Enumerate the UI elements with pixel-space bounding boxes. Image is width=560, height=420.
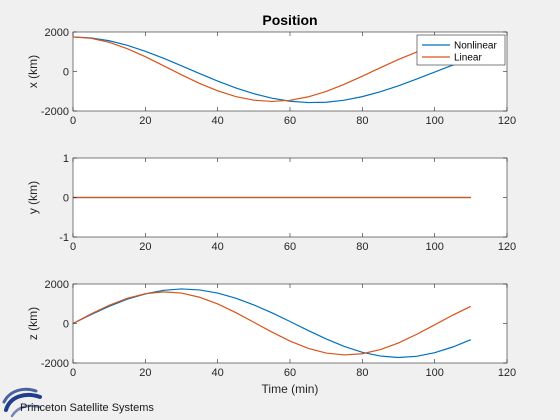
x-tick-label: 60 xyxy=(284,115,296,127)
series-line-linear xyxy=(72,291,472,356)
y-axis-label: x (km) xyxy=(26,55,40,88)
x-tick-label: 20 xyxy=(139,367,151,379)
y-tick-label: 0 xyxy=(63,193,69,205)
x-tick-label: 40 xyxy=(212,241,224,253)
y-tick-label: -1 xyxy=(59,232,69,244)
x-tick-label: 0 xyxy=(70,115,76,127)
y-tick-label: -2000 xyxy=(41,358,69,370)
x-tick-label: 100 xyxy=(425,367,443,379)
x-tick-label: 60 xyxy=(284,241,296,253)
x-tick-label: 0 xyxy=(70,241,76,253)
x-tick-label: 80 xyxy=(356,367,368,379)
x-tick-label: 120 xyxy=(498,241,516,253)
legend-entry-nonlinear: Nonlinear xyxy=(454,41,497,52)
pss-swoosh-icon xyxy=(2,387,42,418)
x-tick-label: 100 xyxy=(425,241,443,253)
y-tick-label: 2000 xyxy=(45,279,69,291)
x-tick-label: 20 xyxy=(139,115,151,127)
y-tick-label: 2000 xyxy=(45,27,69,39)
y-tick-label: 0 xyxy=(63,67,69,79)
x-tick-label: 40 xyxy=(212,367,224,379)
plot-area xyxy=(73,284,507,363)
x-tick-label: 60 xyxy=(284,367,296,379)
x-tick-label: 120 xyxy=(498,367,516,379)
chart-title: Position xyxy=(262,12,317,28)
legend-entry-linear: Linear xyxy=(454,53,482,64)
x-tick-label: 40 xyxy=(212,115,224,127)
x-tick-label: 20 xyxy=(139,241,151,253)
x-tick-label: 100 xyxy=(425,115,443,127)
x-axis-label: Time (min) xyxy=(262,382,319,396)
legend-box xyxy=(416,34,506,66)
footer-logo-text: Princeton Satellite Systems xyxy=(20,402,154,414)
x-tick-label: 80 xyxy=(356,115,368,127)
x-tick-label: 80 xyxy=(356,241,368,253)
series-line-linear xyxy=(72,36,471,103)
footer-logo: Princeton Satellite Systems xyxy=(2,387,154,418)
x-tick-label: 120 xyxy=(498,115,516,127)
y-axis-label: z (km) xyxy=(26,307,40,340)
y-tick-label: -2000 xyxy=(41,106,69,118)
y-axis-label: y (km) xyxy=(26,181,40,214)
y-tick-label: 1 xyxy=(63,153,69,165)
x-tick-label: 0 xyxy=(70,367,76,379)
y-tick-label: 0 xyxy=(63,319,69,331)
series-line-nonlinear xyxy=(72,36,472,104)
